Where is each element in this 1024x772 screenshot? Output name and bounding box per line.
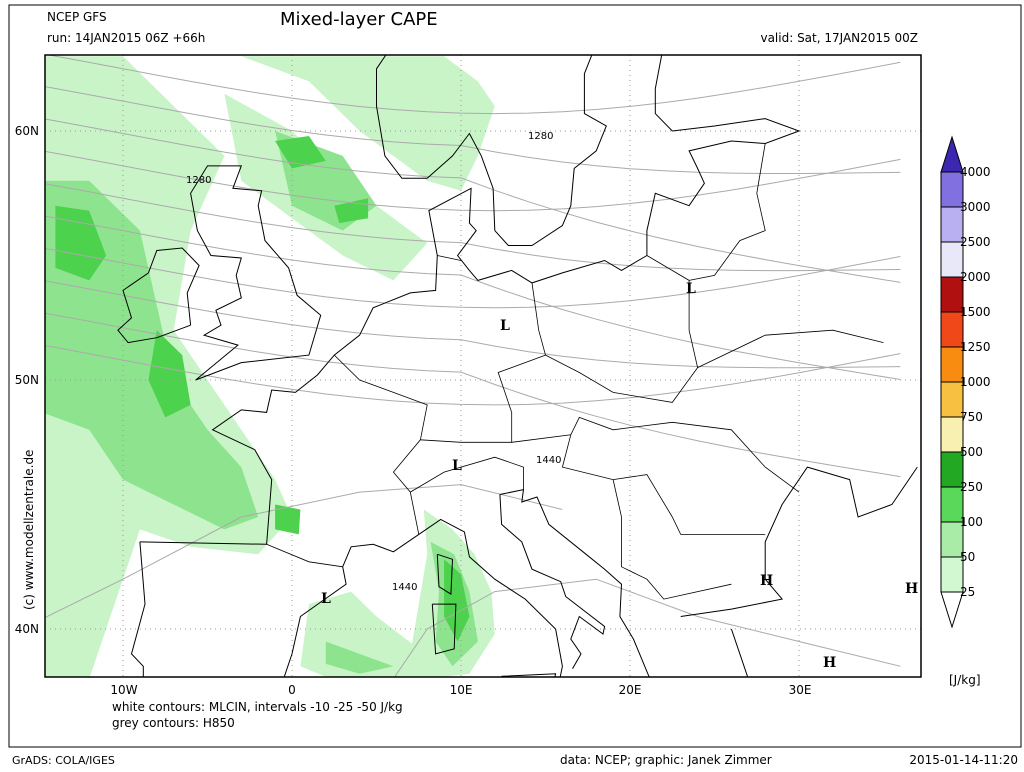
country-border [511, 416, 800, 493]
colorbar-label: 25 [960, 585, 975, 599]
h850-contour [394, 578, 901, 677]
h850-contour [45, 215, 901, 380]
lat-label: 50N [15, 373, 39, 387]
coastline [501, 673, 557, 677]
h850-contour [45, 247, 901, 309]
coastline [283, 518, 563, 677]
cape-area [55, 205, 107, 281]
coastline [680, 466, 918, 617]
h850-contour [46, 55, 901, 115]
h850-contour [45, 484, 563, 619]
h850-contour [45, 280, 901, 369]
credits-label: data: NCEP; graphic: Janek Zimmer [560, 753, 772, 767]
country-border [334, 354, 428, 535]
colorbar-unit: [J/kg] [949, 673, 981, 687]
coastline [431, 603, 457, 655]
coastline [436, 553, 454, 595]
map-labels: 60N 50N 40N 10W 0 10E 20E 30E 1280 1280 … [15, 124, 918, 697]
coastline [730, 628, 749, 677]
h850-contour [45, 345, 901, 406]
lon-label: 10E [450, 683, 473, 697]
country-border [437, 255, 462, 261]
h850-contour [45, 150, 901, 212]
coastline [499, 488, 650, 677]
colorbar-label: 1250 [960, 340, 991, 354]
lon-label: 0 [288, 683, 296, 697]
colorbar-label: 1500 [960, 305, 991, 319]
colorbar-label: 2500 [960, 235, 991, 249]
colorbar-label: 4000 [960, 165, 991, 179]
valid-label: valid: Sat, 17JAN2015 00Z [760, 31, 918, 45]
timestamp: 2015-01-14-11:20 [909, 753, 1018, 767]
colorbar-label: 3000 [960, 200, 991, 214]
colorbar-label: 100 [960, 515, 983, 529]
colorbar-triangle [940, 135, 964, 173]
pressure-center: L [321, 591, 331, 607]
colorbar-label: 750 [960, 410, 983, 424]
cape-area [45, 180, 259, 530]
contour-label: 1440 [536, 455, 561, 466]
country-border [420, 354, 546, 443]
pressure-center: H [905, 581, 918, 597]
coastline [499, 494, 606, 670]
outer-frame [8, 4, 1022, 748]
contour-label: 1440 [392, 582, 417, 593]
h850-contour [45, 312, 901, 478]
cape-area [241, 56, 495, 191]
title: Mixed-layer CAPE [280, 9, 438, 30]
coastline [117, 247, 200, 344]
country-border [266, 543, 343, 568]
cape-area [275, 504, 301, 535]
h850-contour [45, 118, 901, 283]
coastline [130, 541, 146, 677]
pressure-center: L [686, 281, 696, 297]
model-label: NCEP GFS [47, 10, 107, 24]
colorbar-label: 2000 [960, 270, 991, 284]
lon-label: 20E [619, 683, 642, 697]
legend-h850: grey contours: H850 [112, 716, 235, 730]
cape-area [148, 330, 191, 418]
cape-area [444, 559, 470, 642]
country-border [531, 255, 699, 403]
pressure-center: H [760, 573, 773, 589]
contour-label: 1280 [186, 175, 211, 186]
map-frame [44, 54, 922, 678]
pressure-center: L [500, 318, 510, 334]
colorbar-label: 500 [960, 445, 983, 459]
country-border [697, 329, 884, 368]
colorbar-label: 1000 [960, 375, 991, 389]
lon-label: 10W [110, 683, 137, 697]
credit-vertical: (c) www.modellzentrale.de [22, 450, 36, 610]
h850-contour [45, 86, 901, 174]
country-border [410, 456, 524, 493]
coastline [190, 165, 322, 381]
country-border [689, 143, 766, 281]
pressure-center: H [823, 655, 836, 671]
h850-contour [45, 183, 901, 272]
country-border [612, 479, 732, 600]
map [45, 55, 921, 677]
contour-label: 1280 [528, 131, 553, 142]
run-label: run: 14JAN2015 06Z +66h [47, 31, 205, 45]
cape-area [275, 136, 326, 169]
coastline [376, 55, 496, 231]
coastline [494, 55, 607, 246]
coastline [139, 55, 801, 545]
lat-label: 60N [15, 124, 39, 138]
colorbar: 25 50 100 250 500 750 1000 1250 1500 2000 2500 3000… [940, 135, 991, 629]
cape-area [334, 198, 369, 224]
lat-label: 40N [15, 622, 39, 636]
software-label: GrADS: COLA/IGES [12, 754, 115, 767]
pressure-center: L [452, 458, 462, 474]
country-border [561, 434, 766, 535]
colorbar-label: 250 [960, 480, 983, 494]
legend-cin: white contours: MLCIN, intervals -10 -25… [112, 700, 403, 714]
lon-label: 30E [789, 683, 812, 697]
cape-area [325, 641, 394, 674]
colorbar-label: 50 [960, 550, 975, 564]
